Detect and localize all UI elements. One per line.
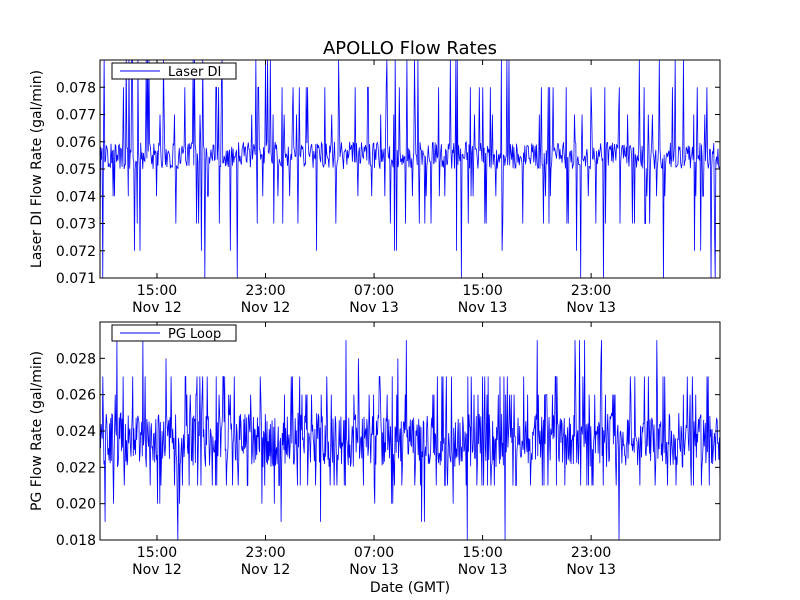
legend-label: PG Loop [168, 327, 221, 342]
x-tick-time-label: 23:00 [571, 545, 611, 561]
x-tick-date-label: Nov 13 [566, 562, 616, 578]
legend-box [111, 62, 237, 80]
x-tick-date-label: Nov 13 [458, 300, 508, 316]
y-tick-label: 0.074 [56, 189, 96, 205]
legend: Laser DI [111, 62, 237, 80]
legend: PG Loop [111, 324, 237, 342]
y-tick-label: 0.018 [56, 533, 96, 549]
x-axis-label: Date (GMT) [370, 580, 450, 596]
x-tick-time-label: 15:00 [462, 545, 502, 561]
y-tick-label: 0.075 [56, 162, 96, 178]
y-tick-label: 0.078 [56, 80, 96, 96]
legend-label: Laser DI [168, 65, 221, 80]
x-tick-time-label: 23:00 [245, 545, 285, 561]
y-tick-label: 0.071 [56, 271, 96, 287]
x-tick-date-label: Nov 13 [349, 300, 399, 316]
x-tick-time-label: 07:00 [354, 545, 394, 561]
y-axis-label: Laser DI Flow Rate (gal/min) [29, 70, 45, 268]
series-line-laser-di [100, 60, 720, 278]
y-tick-label: 0.072 [56, 244, 96, 260]
y-tick-label: 0.076 [56, 135, 96, 151]
x-tick-date-label: Nov 13 [458, 562, 508, 578]
x-tick-date-label: Nov 13 [349, 562, 399, 578]
x-tick-date-label: Nov 12 [132, 300, 182, 316]
x-tick-time-label: 23:00 [571, 283, 611, 299]
y-tick-label: 0.024 [56, 424, 96, 440]
y-tick-label: 0.022 [56, 460, 96, 476]
x-tick-time-label: 15:00 [137, 283, 177, 299]
x-tick-time-label: 15:00 [462, 283, 502, 299]
x-tick-time-label: 23:00 [245, 283, 285, 299]
x-tick-date-label: Nov 12 [132, 562, 182, 578]
x-tick-date-label: Nov 12 [241, 300, 291, 316]
y-axis-label: PG Flow Rate (gal/min) [29, 351, 45, 511]
y-tick-label: 0.077 [56, 108, 96, 124]
chart-title: APOLLO Flow Rates [323, 38, 497, 59]
legend-box [111, 324, 237, 342]
laser-di-panel: 0.071 0.072 0.073 0.074 0.075 0.076 0.077 0.078… [29, 59, 721, 316]
y-tick-label: 0.020 [56, 497, 96, 513]
x-tick-date-label: Nov 12 [241, 562, 291, 578]
series-line-pg-loop [100, 340, 720, 540]
x-tick-time-label: 15:00 [137, 545, 177, 561]
y-tick-label: 0.026 [56, 388, 96, 404]
y-tick-label: 0.073 [56, 217, 96, 233]
y-tick-label: 0.028 [56, 351, 96, 367]
x-tick-time-label: 07:00 [354, 283, 394, 299]
x-tick-date-label: Nov 13 [566, 300, 616, 316]
